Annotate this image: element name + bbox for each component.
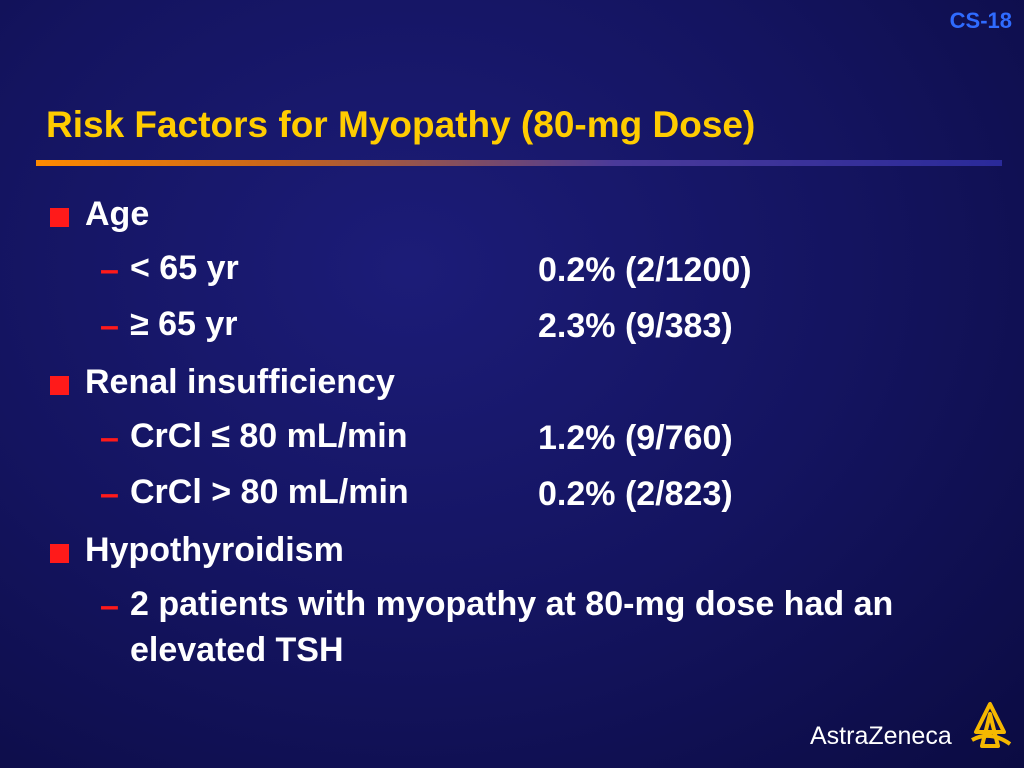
bullet-text: Renal insufficiency [85,363,395,401]
bullet-text: Hypothyroidism [85,531,344,569]
sub-bullet-value: 2.3% (9/383) [538,307,733,345]
slide-id: CS-18 [949,8,1012,33]
bullet-marker [50,208,69,227]
sub-bullet-text: ≥ 65 yr [130,305,238,343]
sub-bullet-dash: – [100,475,119,513]
title-rule [36,160,1002,166]
sub-bullet-text: < 65 yr [130,249,239,287]
bullet-text: Age [85,195,150,233]
sub-bullet-value: 1.2% (9/760) [538,419,733,457]
sub-bullet-dash: – [100,419,119,457]
sub-bullet-text: 2 patients with myopathy at 80-mg dose h… [130,585,894,669]
sub-bullet-value: 0.2% (2/823) [538,475,733,513]
sub-bullet-dash: – [100,587,119,625]
logo-text: AstraZeneca [810,722,952,750]
sub-bullet-value: 0.2% (2/1200) [538,251,752,289]
sub-bullet-dash: – [100,307,119,345]
title: Risk Factors for Myopathy (80-mg Dose) [46,104,756,145]
sub-bullet-text: CrCl ≤ 80 mL/min [130,417,408,455]
sub-bullet-dash: – [100,251,119,289]
bullet-marker [50,376,69,395]
bullet-marker [50,544,69,563]
sub-bullet-text: CrCl > 80 mL/min [130,473,409,511]
logo-mark [971,702,1012,748]
